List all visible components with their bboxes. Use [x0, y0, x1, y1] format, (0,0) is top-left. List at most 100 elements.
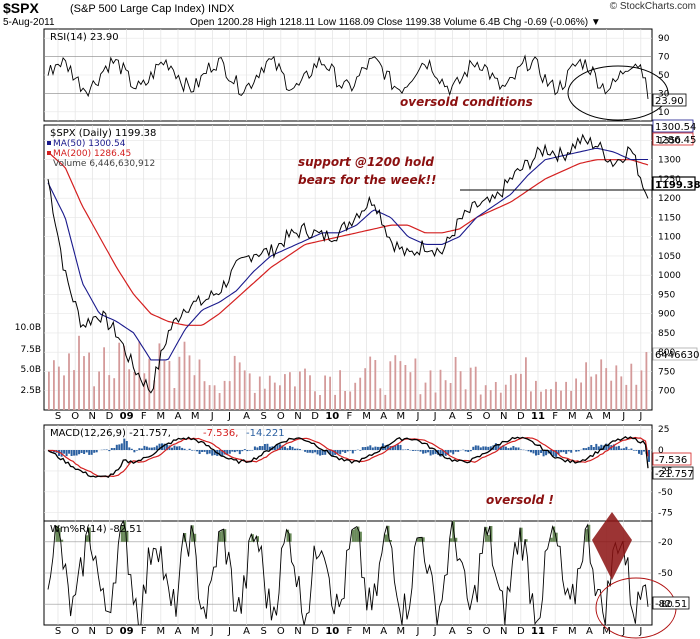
- macd-histogram-bar: [213, 450, 216, 456]
- macd-histogram-bar: [643, 450, 645, 452]
- volume-bar: [484, 385, 487, 410]
- volume-bar: [344, 391, 346, 410]
- macd-histogram-bar: [296, 448, 299, 451]
- macd-histogram-bar: [600, 444, 603, 451]
- vol-tick: 2.5B: [21, 386, 42, 396]
- macd-histogram-bar: [607, 445, 610, 450]
- volume-bar: [108, 375, 111, 410]
- axis-labels: SSOONNDD0909FFMMAAMMJJJJAASSOONNDD1010FF…: [55, 34, 681, 637]
- month-tick-label: M: [568, 411, 577, 422]
- month-tick-label: M: [191, 626, 200, 637]
- willr-overbought-fill: [221, 530, 224, 542]
- macd-histogram-bar: [424, 450, 427, 454]
- macd-histogram-bar: [595, 443, 598, 450]
- macd-histogram-bar: [304, 450, 307, 452]
- macd-histogram-bar: [110, 448, 113, 450]
- macd-histogram-bar: [196, 450, 199, 452]
- volume-bar: [123, 345, 126, 410]
- volume-bar: [354, 382, 357, 410]
- macd-histogram-bar: [627, 449, 630, 450]
- volume-bar: [514, 373, 517, 410]
- rsi-tick-label: 30: [658, 89, 670, 99]
- macd-histogram-bar: [555, 450, 558, 457]
- month-tick-label: S: [261, 626, 267, 637]
- macd-histogram-bar: [474, 445, 477, 450]
- macd-histogram-bar: [517, 447, 520, 450]
- volume-bar: [253, 392, 256, 410]
- price-tick-label: 1100: [658, 233, 681, 243]
- month-tick-label: J: [210, 411, 214, 422]
- macd-histogram-bar: [402, 449, 404, 451]
- price-panel: [43, 124, 653, 411]
- price-tick-label: 850: [658, 329, 675, 339]
- month-tick-label: S: [55, 411, 61, 422]
- price-tick-label: 950: [658, 290, 675, 300]
- macd-histogram-bar: [504, 446, 507, 450]
- macd-histogram-bar: [299, 449, 301, 451]
- willr-overbought-fill: [289, 533, 292, 542]
- macd-histogram-bar: [266, 443, 269, 451]
- volume-bar: [530, 391, 532, 410]
- volume-bar: [98, 371, 100, 410]
- macd-histogram-bar: [472, 446, 475, 450]
- volume-bar: [364, 368, 367, 410]
- macd-histogram-bar: [638, 450, 640, 454]
- volume-bar: [580, 382, 582, 410]
- macd-histogram-bar: [429, 450, 432, 456]
- month-tick-label: M: [157, 626, 166, 637]
- willr-overbought-fill: [88, 527, 91, 542]
- volume-bar: [148, 358, 151, 410]
- volume-bar: [359, 377, 362, 410]
- macd-signal-tag: -7.536: [655, 455, 687, 466]
- willr-overbought-fill: [359, 531, 362, 542]
- macd-histogram-bar: [321, 450, 324, 455]
- macd-histogram-bar: [366, 446, 369, 450]
- macd-histogram-bar: [359, 450, 362, 451]
- volume-bar: [294, 386, 296, 410]
- ma200-tag-box: [652, 132, 694, 146]
- volume-bar: [610, 380, 613, 410]
- month-tick-label: J: [621, 626, 625, 637]
- month-tick-label: J: [416, 411, 420, 422]
- macd-histogram-bar: [90, 450, 93, 455]
- macd-histogram-bar: [351, 450, 354, 454]
- month-tick-label: D: [106, 626, 114, 637]
- month-tick-label: A: [175, 626, 182, 637]
- month-tick-label: J: [638, 411, 642, 422]
- volume-bar: [273, 382, 276, 410]
- macd-histogram-bar: [454, 450, 457, 452]
- volume-bar: [163, 360, 166, 410]
- willr-overbought-fill: [422, 537, 425, 542]
- gridlines: [44, 29, 652, 625]
- ma50-tag: 1300.54: [655, 122, 696, 133]
- macd-histogram-bar: [374, 446, 377, 451]
- rsi-line: [47, 54, 649, 100]
- macd-histogram-bar: [286, 448, 289, 451]
- willr-overbought-fill: [191, 525, 194, 542]
- volume-bar: [223, 380, 226, 410]
- macd-histogram-bar: [251, 450, 254, 451]
- macd-histogram-bar: [582, 448, 585, 451]
- volume-bar: [83, 356, 85, 410]
- macd-histogram-bar: [590, 445, 593, 451]
- macd-histogram-bar: [467, 450, 470, 452]
- volume-bar: [404, 365, 407, 410]
- macd-histogram-bar: [158, 443, 161, 450]
- willr-overbought-fill: [354, 528, 357, 542]
- volume-bar: [469, 367, 472, 410]
- macd-histogram-bar: [331, 450, 334, 456]
- volume-bar: [625, 384, 628, 410]
- rsi-legend: RSI(14) 23.90: [50, 32, 119, 43]
- volume-bar: [93, 386, 95, 410]
- month-tick-label: J: [210, 626, 214, 637]
- ma50-swatch: [47, 141, 51, 145]
- willr-overbought-fill: [454, 537, 458, 542]
- macd-tick-label: 25: [658, 425, 669, 435]
- macd-histogram-bar: [520, 449, 522, 450]
- month-tick-label: M: [362, 411, 371, 422]
- macd-histogram-bar: [263, 444, 266, 451]
- volume-bar: [615, 365, 618, 410]
- macd-histogram-bar: [464, 450, 467, 452]
- macd-histogram-bar: [419, 450, 422, 452]
